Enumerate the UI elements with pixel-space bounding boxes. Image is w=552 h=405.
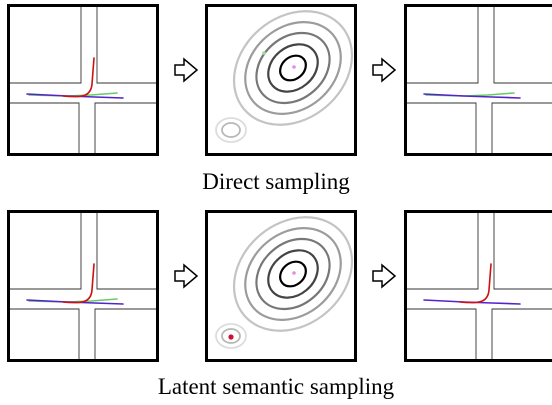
road-boundary [94, 308, 156, 359]
hollow-right-arrow-icon [174, 57, 199, 83]
road-boundary [96, 7, 156, 84]
contour-ring [244, 227, 342, 321]
panel-frame [7, 4, 159, 156]
hollow-right-arrow-icon [372, 263, 397, 289]
hollow-right-arrow-icon [174, 57, 199, 83]
mode-point-pink [292, 65, 296, 69]
road-boundary [10, 213, 82, 290]
contour-ring [267, 249, 319, 299]
mode-point-pink [292, 271, 296, 275]
caption-direct-sampling: Direct sampling [202, 169, 350, 194]
hollow-right-arrow-icon [174, 263, 199, 289]
latent-distribution-panel [205, 210, 357, 362]
contour-ring [279, 260, 307, 288]
road-boundary [96, 213, 156, 290]
traffic-scene-panel [7, 4, 159, 156]
road-boundary [10, 308, 80, 359]
road-boundary [407, 213, 479, 290]
trajectory-red [62, 57, 95, 98]
panel-frame [7, 210, 159, 362]
contour-ring [255, 237, 331, 311]
caption-latent-sampling: Latent semantic sampling [157, 374, 395, 399]
traffic-scene-panel [404, 210, 552, 362]
hollow-right-arrow-icon [174, 263, 199, 289]
road-boundary [491, 308, 552, 359]
small-mode-ring [221, 122, 241, 138]
road-boundary [10, 7, 82, 84]
hollow-right-arrow-icon [372, 263, 397, 289]
small-mode-ring [215, 323, 247, 349]
latent-distribution-panel [205, 4, 357, 156]
small-mode-ring [221, 328, 241, 344]
trajectory-purple [423, 93, 521, 99]
road-boundary [10, 102, 80, 153]
road-boundary [94, 102, 156, 153]
road-boundary [407, 102, 477, 153]
contour-ring [244, 21, 342, 115]
latent-sampling-row [7, 210, 552, 362]
contour-ring [232, 216, 354, 332]
road-boundary [493, 213, 552, 290]
hollow-right-arrow-icon [372, 57, 397, 83]
sampled-point-red [228, 334, 234, 340]
contour-ring [279, 54, 307, 82]
contour-ring [267, 43, 319, 93]
panel-frame [404, 4, 552, 156]
panel-frame [205, 4, 357, 156]
trajectory-red [459, 263, 492, 304]
contour-ring [232, 10, 354, 126]
traffic-scene-panel [7, 210, 159, 362]
hollow-right-arrow-icon [372, 57, 397, 83]
road-boundary [491, 102, 552, 153]
panel-frame [404, 210, 552, 362]
contour-ring [255, 31, 331, 105]
mode-point-green [262, 51, 266, 55]
road-boundary [407, 308, 477, 359]
small-mode-ring [215, 117, 247, 143]
road-boundary [407, 7, 479, 84]
traffic-scene-panel [404, 4, 552, 156]
road-boundary [493, 7, 552, 84]
trajectory-red [62, 263, 95, 304]
direct-sampling-row [7, 4, 552, 156]
